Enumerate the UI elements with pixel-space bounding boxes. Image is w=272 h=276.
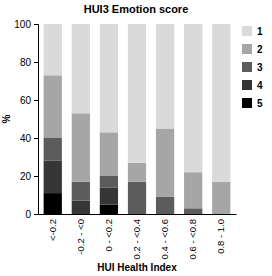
legend-swatch [242,98,252,108]
bar-segment [44,161,62,193]
x-axis: <-0.2 -0.2 - <0 0 - <0.2 0.2 - <0.4 0.4 - <0… [39,214,237,259]
bar-segment [128,24,146,163]
title: HUI3 Emotion score [84,3,189,15]
bar-segment [100,187,118,204]
bar-segment [212,182,230,214]
legend: 1 2 3 4 5 [242,26,263,109]
bar-segment [72,24,90,113]
bar-segment [156,197,174,214]
y-tick: 80 [20,57,38,68]
x-axis-line [39,214,237,215]
y-tick-mark [34,138,38,139]
legend-label: 2 [257,44,263,55]
bar-segment [100,132,118,176]
x-tick-label: 0.8 - 1.0 [215,219,226,254]
bar-segment [44,75,62,138]
y-tick: 40 [20,133,38,144]
x-tick-label: <-0.2 [47,219,58,241]
legend-item: 1 [242,26,263,37]
bar-segment [212,24,230,182]
y-tick-label: 60 [20,95,32,106]
bar-segment [100,176,118,187]
x-tick: 0.8 - 1.0 [215,214,226,254]
x-tick: <-0.2 [47,214,58,241]
bar-segment [184,24,202,172]
x-tick-label: 0 - <0.2 [103,219,114,251]
bar-segment [72,182,90,201]
y-tick-mark [34,62,38,63]
legend-swatch [242,80,252,90]
x-tick-label: -0.2 - <0 [75,219,86,255]
y-tick-mark [34,100,38,101]
legend-swatch [242,26,252,36]
x-tick-label: 0.6 - <0.8 [187,219,198,259]
bar-segment [156,129,174,197]
legend-swatch [242,62,252,72]
bar-segment [72,113,90,181]
bar-segment [100,205,118,215]
legend-item: 5 [242,98,263,109]
y-tick: 0 [25,209,38,220]
bar-segment [44,138,62,161]
x-tick: 0.2 - <0.4 [131,214,142,259]
bar-segment [72,201,90,214]
x-tick-label: 0.4 - <0.6 [159,219,170,259]
y-tick-label: 0 [25,209,31,220]
y-tick-mark [34,176,38,177]
bar-segment [44,193,62,214]
y-tick-label: 20 [20,171,32,182]
legend-label: 5 [257,98,263,109]
legend-swatch [242,44,252,54]
x-axis-title: HUI Health Index [97,262,177,273]
bar-segment [128,182,146,214]
y-tick-label: 80 [20,57,32,68]
bar-segment [184,208,202,214]
plot: 0 20 40 60 80 100 <-0.2 -0.2 - <0 0 - <0.2 0.2 - … [14,19,236,260]
bars [44,24,231,214]
y-axis-line [34,25,39,215]
legend-label: 4 [257,80,263,91]
bar-segment [100,24,118,132]
legend-item: 3 [242,62,263,73]
y-tick-mark [34,24,38,25]
legend-label: 1 [257,26,263,37]
y-tick-label: 40 [20,133,32,144]
x-tick: 0.4 - <0.6 [159,214,170,259]
x-tick: 0 - <0.2 [103,214,114,251]
y-tick: 20 [20,171,38,182]
bar-segment [128,163,146,182]
y-axis: 0 20 40 60 80 100 [14,19,38,220]
legend-item: 4 [242,80,263,91]
y-tick: 100 [14,19,38,30]
x-tick: 0.6 - <0.8 [187,214,198,259]
legend-label: 3 [257,62,263,73]
bar-segment [184,172,202,208]
chart: 0 20 40 60 80 100 <-0.2 -0.2 - <0 0 - <0.2 0.2 - … [0,0,272,276]
y-axis-title: % [1,114,12,123]
x-tick-label: 0.2 - <0.4 [131,219,142,259]
y-tick-label: 100 [14,19,31,30]
legend-item: 2 [242,44,263,55]
x-tick: -0.2 - <0 [75,214,86,255]
y-tick: 60 [20,95,38,106]
bar-segment [156,24,174,129]
bar-segment [44,24,62,75]
y-tick-mark [34,214,38,215]
